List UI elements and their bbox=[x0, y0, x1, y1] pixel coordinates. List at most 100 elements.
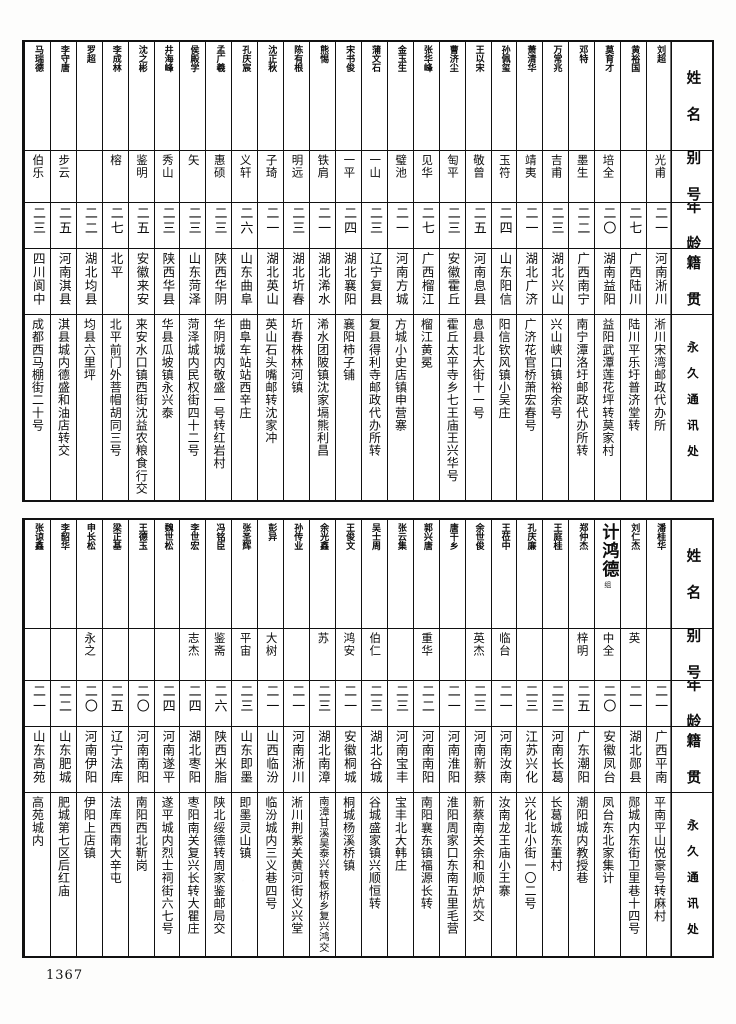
person-alias: 见华 bbox=[420, 154, 435, 179]
person-column: 李守唐 步云 二五 河南淇县 淇县城内德盛和油店转交 bbox=[49, 42, 76, 500]
person-alias: 英 bbox=[627, 632, 642, 645]
cell-address: 淅川荆紫关黄河街义兴堂 bbox=[284, 792, 310, 956]
person-age: 二一 bbox=[496, 684, 512, 714]
cell-address: 浠水团陂镇沈家塥熊利昌 bbox=[310, 314, 336, 500]
person-age: 二七 bbox=[418, 206, 434, 236]
cell-age: 二七 bbox=[621, 202, 647, 248]
person-origin: 湖北兴山 bbox=[549, 252, 565, 306]
header-cell-address: 永 久 通 讯 处 bbox=[672, 314, 712, 500]
person-name: 冯铭臣 bbox=[214, 523, 225, 550]
cell-origin: 河南淇县 bbox=[50, 248, 76, 314]
person-column: 彭异 大树 二一 山西临汾 临汾城内三义巷四号 bbox=[257, 520, 284, 956]
person-origin: 湖北襄阳 bbox=[341, 252, 357, 306]
person-alias: 匋平 bbox=[446, 154, 461, 179]
cell-name: 曹济尘 bbox=[440, 42, 465, 150]
person-column: 计鸿德组中全 二〇 安徽凤台 凤台东北家集计 bbox=[594, 520, 621, 956]
person-age: 二三 bbox=[159, 206, 175, 236]
person-column: 郭兴唐 重华 二二 河南南阳 南阳襄东镇福源长转 bbox=[412, 520, 439, 956]
person-address: 长葛城东董村 bbox=[548, 796, 563, 872]
person-column: 李韶华 二二 山东肥城 肥城第七区后红庙 bbox=[49, 520, 76, 956]
person-age: 二二 bbox=[55, 684, 71, 714]
column-headers-bottom: 姓 名 别 号 年 龄 籍 贯 永 久 通 讯 处 bbox=[672, 520, 712, 956]
person-age: 二三 bbox=[185, 206, 201, 236]
cell-origin: 湖北南漳 bbox=[310, 726, 336, 792]
person-name: 刘超 bbox=[655, 45, 666, 63]
cell-age: 二一 bbox=[336, 680, 361, 726]
cell-origin: 陕西米脂 bbox=[206, 726, 232, 792]
person-alias: 中全 bbox=[601, 632, 616, 657]
person-address: 圻春株林河镇 bbox=[289, 318, 304, 394]
cell-name: 王庭桂 bbox=[543, 520, 568, 628]
cell-address: 即墨灵山镇 bbox=[232, 792, 258, 956]
cell-name: 莫育才 bbox=[595, 42, 620, 150]
cell-name: 孙佩玺 bbox=[492, 42, 517, 150]
cell-address: 北平前门外菩帽胡同三号 bbox=[102, 314, 128, 500]
person-age: 二一 bbox=[392, 206, 408, 236]
cell-alias: 惠硕 bbox=[206, 150, 232, 202]
cell-address: 汝南龙王庙小王寨 bbox=[491, 792, 517, 956]
person-origin: 陕西华县 bbox=[160, 252, 176, 306]
person-age: 二四 bbox=[185, 684, 201, 714]
person-origin: 广西平南 bbox=[652, 730, 668, 784]
roster-table-bottom: 姓 名 别 号 年 龄 籍 贯 永 久 通 讯 处 潘桂华 二一 广西平南 平南平山悦… bbox=[22, 518, 714, 958]
person-alias: 一平 bbox=[342, 154, 357, 179]
cell-origin: 广西平南 bbox=[647, 726, 672, 792]
cell-name: 沈之彬 bbox=[129, 42, 154, 150]
cell-alias: 敬曾 bbox=[465, 150, 491, 202]
person-age: 二二 bbox=[574, 206, 590, 236]
cell-origin: 广西陆川 bbox=[621, 248, 647, 314]
person-name: 潘桂华 bbox=[655, 523, 666, 550]
cell-age: 二五 bbox=[465, 202, 491, 248]
cell-origin: 广东潮阳 bbox=[569, 726, 595, 792]
cell-age: 二六 bbox=[232, 202, 258, 248]
cell-age: 二一 bbox=[284, 680, 310, 726]
cell-alias bbox=[621, 150, 647, 202]
header-cell-age: 年 龄 bbox=[672, 202, 712, 248]
cell-address: 谷城盛家镇兴顺恒转 bbox=[361, 792, 387, 956]
person-age: 二六 bbox=[237, 206, 253, 236]
person-name: 万常兆 bbox=[551, 45, 562, 72]
person-name: 熊惕 bbox=[318, 45, 329, 63]
cell-name: 唐干乡 bbox=[440, 520, 465, 628]
cell-name: 熊惕 bbox=[310, 42, 335, 150]
cell-age: 二三 bbox=[543, 680, 569, 726]
cell-age: 二一 bbox=[439, 680, 465, 726]
person-column: 黄裕国 二七 广西陆川 陆川平乐圩普济堂转 bbox=[620, 42, 647, 500]
header-cell-alias: 别 号 bbox=[672, 150, 712, 202]
cell-name: 梁正基 bbox=[103, 520, 128, 628]
cell-alias: 吉甫 bbox=[543, 150, 569, 202]
cell-age: 二三 bbox=[361, 202, 387, 248]
person-age: 二五 bbox=[574, 684, 590, 714]
person-name: 王德玉 bbox=[136, 523, 147, 550]
person-name: 李韶华 bbox=[58, 523, 69, 550]
person-column: 王以宋 敬曾 二五 河南息县 息县北大街十一号 bbox=[464, 42, 491, 500]
cell-alias bbox=[50, 628, 76, 680]
cell-age: 二三 bbox=[180, 202, 206, 248]
person-name: 彭异 bbox=[266, 523, 277, 541]
person-alias: 铁肩 bbox=[316, 154, 331, 179]
cell-address: 潮阳城内教授巷 bbox=[569, 792, 595, 956]
cell-address: 圻春株林河镇 bbox=[284, 314, 310, 500]
cell-alias: 平宙 bbox=[232, 628, 258, 680]
person-alias: 子琦 bbox=[264, 154, 279, 179]
cell-age: 二三 bbox=[232, 680, 258, 726]
person-column: 侯殿学矢二三 山东菏泽 菏泽城内民权街四十二号 bbox=[179, 42, 206, 500]
cell-origin: 河南淅川 bbox=[647, 248, 672, 314]
cell-origin: 北平 bbox=[102, 248, 128, 314]
person-age: 二二 bbox=[81, 206, 97, 236]
person-address: 郧城内东街卫里巷十四号 bbox=[626, 796, 641, 935]
cell-origin: 辽宁法库 bbox=[102, 726, 128, 792]
person-alias: 步云 bbox=[57, 154, 72, 179]
person-name: 孙传业 bbox=[292, 523, 303, 550]
cell-name: 潘桂华 bbox=[647, 520, 672, 628]
person-name: 郑仲杰 bbox=[577, 523, 588, 550]
person-origin: 广东潮阳 bbox=[575, 730, 591, 784]
cell-age: 二三 bbox=[361, 680, 387, 726]
person-address: 淇县城内德盛和油店转交 bbox=[56, 318, 71, 457]
table-bottom-columns: 姓 名 别 号 年 龄 籍 贯 永 久 通 讯 处 潘桂华 二一 广西平南 平南平山悦… bbox=[23, 520, 712, 956]
cell-address: 菏泽城内民权街四十二号 bbox=[180, 314, 206, 500]
cell-origin: 江苏兴化 bbox=[517, 726, 543, 792]
person-column: 李世宏 志杰 二四 湖北枣阳 枣阳南关复兴长转大瞿庄 bbox=[179, 520, 206, 956]
person-age: 二三 bbox=[315, 684, 331, 714]
cell-name: 申长松 bbox=[77, 520, 102, 628]
